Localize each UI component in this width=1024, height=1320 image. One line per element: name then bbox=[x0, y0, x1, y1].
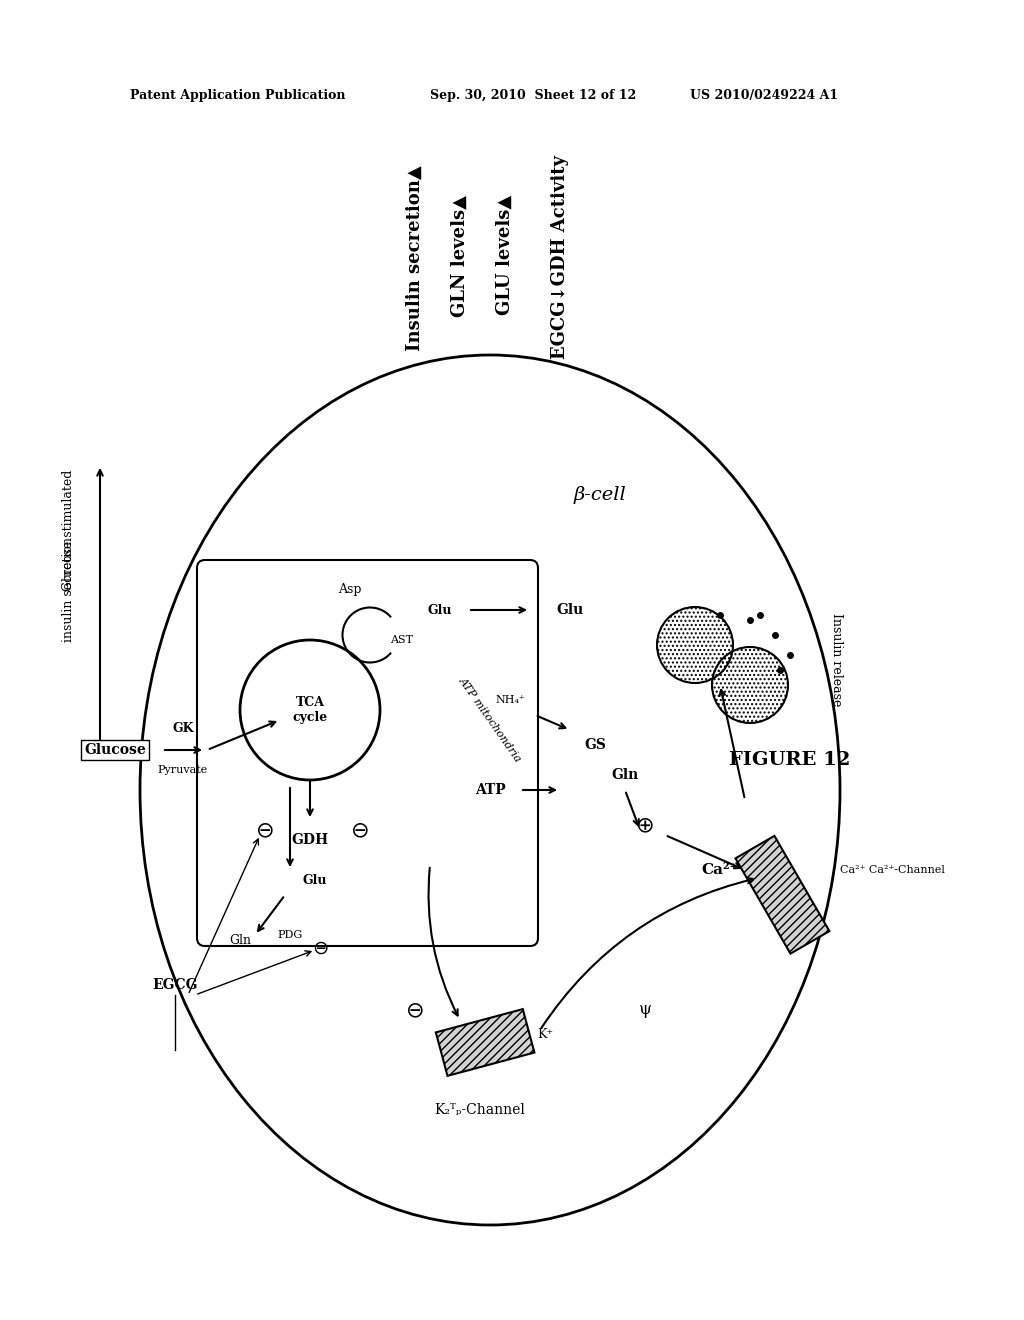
Text: Glu: Glu bbox=[428, 603, 453, 616]
Text: Glucose: Glucose bbox=[84, 743, 145, 756]
Text: ATP mitochondria: ATP mitochondria bbox=[457, 676, 523, 764]
Text: ⊖: ⊖ bbox=[256, 820, 274, 840]
Text: Ca²⁺: Ca²⁺ bbox=[701, 863, 738, 876]
Text: ⊖: ⊖ bbox=[350, 820, 370, 840]
Text: TCA
cycle: TCA cycle bbox=[293, 696, 328, 723]
Text: Pyruvate: Pyruvate bbox=[158, 766, 208, 775]
Text: K₂ᵀₚ-Channel: K₂ᵀₚ-Channel bbox=[434, 1104, 525, 1117]
Text: Gln: Gln bbox=[229, 933, 251, 946]
Text: ⊖: ⊖ bbox=[406, 1001, 424, 1020]
Text: US 2010/0249224 A1: US 2010/0249224 A1 bbox=[690, 88, 838, 102]
Text: EGCG↓GDH Activity: EGCG↓GDH Activity bbox=[551, 154, 569, 359]
Text: Sep. 30, 2010  Sheet 12 of 12: Sep. 30, 2010 Sheet 12 of 12 bbox=[430, 88, 636, 102]
Text: NH₄⁺: NH₄⁺ bbox=[496, 696, 525, 705]
Bar bbox=[735, 836, 829, 953]
Text: ⊖: ⊖ bbox=[312, 939, 328, 957]
Text: ⊕: ⊕ bbox=[636, 814, 654, 836]
Text: ψ: ψ bbox=[638, 1002, 651, 1019]
Text: PDG: PDG bbox=[278, 931, 303, 940]
Text: GLN levels▲: GLN levels▲ bbox=[451, 195, 469, 317]
Bar bbox=[436, 1008, 535, 1076]
Text: GDH: GDH bbox=[292, 833, 329, 847]
Text: FIGURE 12: FIGURE 12 bbox=[729, 751, 851, 770]
Text: Patent Application Publication: Patent Application Publication bbox=[130, 88, 345, 102]
Text: β-cell: β-cell bbox=[573, 486, 627, 504]
Text: Glu: Glu bbox=[556, 603, 584, 616]
Text: K⁺: K⁺ bbox=[537, 1028, 553, 1041]
Text: Insulin release: Insulin release bbox=[830, 614, 843, 706]
Text: Glu: Glu bbox=[303, 874, 328, 887]
Text: AST: AST bbox=[390, 635, 413, 645]
Text: Insulin secretion▲: Insulin secretion▲ bbox=[406, 165, 424, 351]
Text: GS: GS bbox=[584, 738, 606, 752]
Text: insulin secretion: insulin secretion bbox=[61, 537, 75, 643]
Text: Ca²⁺ Ca²⁺-Channel: Ca²⁺ Ca²⁺-Channel bbox=[840, 865, 945, 875]
Text: ATP: ATP bbox=[475, 783, 506, 797]
Text: Asp: Asp bbox=[338, 583, 361, 597]
Text: EGCG: EGCG bbox=[153, 978, 198, 993]
Text: Gln: Gln bbox=[611, 768, 639, 781]
Text: Glucose stimulated: Glucose stimulated bbox=[61, 470, 75, 590]
Text: GLU levels▲: GLU levels▲ bbox=[496, 195, 514, 315]
Text: GK: GK bbox=[172, 722, 194, 735]
